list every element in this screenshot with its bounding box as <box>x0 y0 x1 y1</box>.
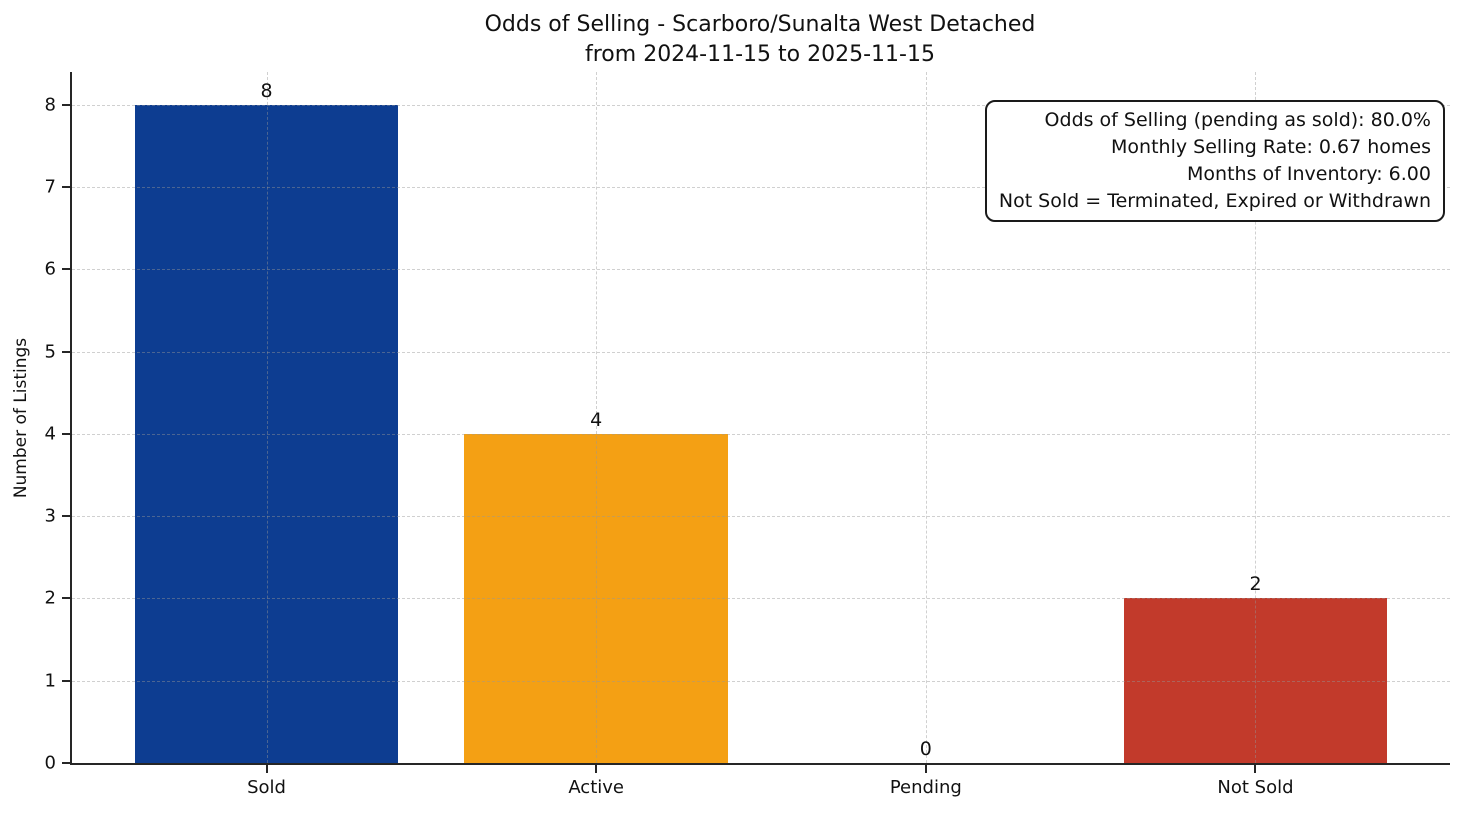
bar-value-label: 2 <box>1249 573 1262 596</box>
bar-sold <box>134 104 399 763</box>
plot-area <box>70 72 1450 765</box>
y-tick-mark <box>62 597 70 600</box>
y-tick-label: 5 <box>44 341 56 363</box>
y-tick-mark <box>62 268 70 271</box>
x-gridline-active <box>596 72 598 763</box>
y-tick-mark <box>62 350 70 353</box>
y-gridline-5 <box>72 351 1450 353</box>
bar-not-sold <box>1123 598 1388 763</box>
x-tick-mark <box>265 765 268 773</box>
x-tick-label-active: Active <box>568 777 624 798</box>
annotation-months-of-inventory: Months of Inventory: 6.00 <box>1187 163 1431 185</box>
chart-title: Odds of Selling - Scarboro/Sunalta West … <box>484 12 1036 67</box>
annotation-monthly-selling-rate: Monthly Selling Rate: 0.67 homes <box>1111 136 1431 158</box>
x-tick-label-sold: Sold <box>247 777 286 798</box>
x-tick-label-not-sold: Not Sold <box>1217 777 1294 798</box>
x-gridline-not-sold <box>1255 72 1257 763</box>
y-tick-mark <box>62 679 70 682</box>
y-tick-label: 7 <box>44 176 56 198</box>
y-tick-label: 6 <box>44 258 56 280</box>
y-tick-label: 0 <box>44 752 56 774</box>
y-tick-mark <box>62 515 70 518</box>
y-tick-mark <box>62 762 70 764</box>
x-gridline-pending <box>925 72 927 763</box>
y-gridline-8 <box>72 104 1450 106</box>
y-tick-mark <box>62 186 70 189</box>
y-tick-label: 8 <box>44 94 56 116</box>
y-gridline-6 <box>72 269 1450 271</box>
x-tick-mark <box>1254 765 1257 773</box>
annotation-not-sold-definition: Not Sold = Terminated, Expired or Withdr… <box>998 190 1431 212</box>
y-tick-label: 1 <box>44 670 56 692</box>
bar-value-label: 4 <box>590 408 603 431</box>
y-gridline-3 <box>72 516 1450 518</box>
x-tick-label-pending: Pending <box>889 777 962 798</box>
y-gridline-1 <box>72 680 1450 682</box>
y-tick-label: 4 <box>44 423 56 445</box>
annotation-odds-of-selling: Odds of Selling (pending as sold): 80.0% <box>1044 109 1431 131</box>
y-gridline-7 <box>72 187 1450 189</box>
stats-annotation-box: Odds of Selling (pending as sold): 80.0%… <box>984 100 1445 222</box>
y-tick-label: 2 <box>44 587 56 609</box>
y-tick-mark <box>62 103 70 106</box>
y-gridline-2 <box>72 598 1450 600</box>
bar-value-label: 8 <box>260 79 273 102</box>
x-tick-mark <box>595 765 598 773</box>
x-tick-mark <box>924 765 927 773</box>
x-gridline-sold <box>266 72 268 763</box>
bar-active <box>464 433 729 763</box>
bar-value-label: 0 <box>919 738 932 760</box>
y-tick-label: 3 <box>44 505 56 527</box>
y-tick-mark <box>62 432 70 435</box>
y-gridline-4 <box>72 433 1450 435</box>
